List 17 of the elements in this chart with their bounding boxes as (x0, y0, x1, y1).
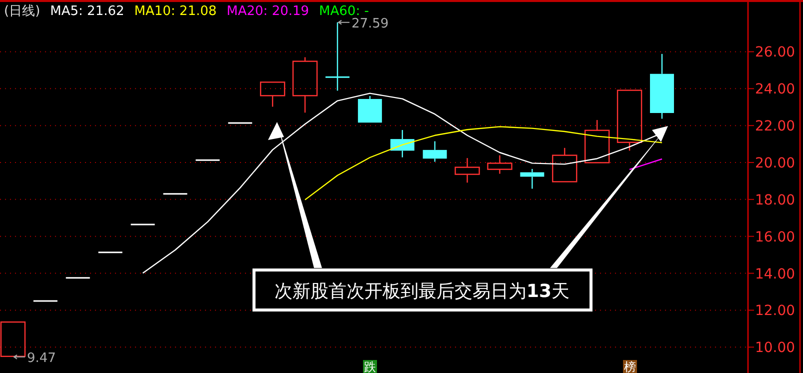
y-tick-label: 22.00 (754, 118, 796, 135)
text: MA10: 21.08 (134, 4, 217, 19)
y-tick-label: 14.00 (754, 266, 796, 282)
y-tick-label: 10.00 (754, 340, 796, 356)
annotation: 27.59 (351, 16, 389, 32)
annotation: 9.47 (26, 350, 56, 366)
annotation: 次新股首次开板到最后交易日为13天 (274, 281, 570, 302)
y-tick-label: 12.00 (754, 303, 796, 320)
y-tick-label: 16.00 (754, 229, 796, 246)
y-tick-label: 18.00 (754, 192, 796, 208)
y-tick-label: 20.00 (754, 155, 796, 172)
legend-label: MA60: - (319, 4, 370, 19)
y-tick-label: 24.00 (754, 82, 796, 98)
text: MA20: 20.19 (226, 4, 310, 19)
y-tick-label: 26.00 (754, 44, 796, 61)
text: MA5: 21.62 (50, 4, 124, 19)
chart-title: (日线) (4, 4, 40, 19)
